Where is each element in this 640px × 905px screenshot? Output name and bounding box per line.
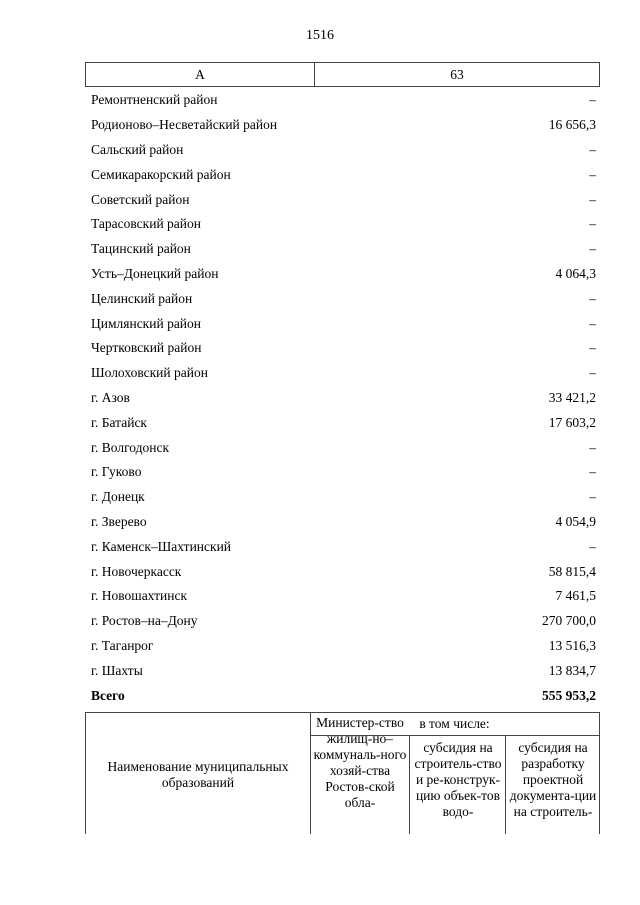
amount-value: 16 656,3 bbox=[548, 117, 596, 133]
amount-value: 4 064,3 bbox=[555, 265, 597, 281]
municipality-name: Сальский район bbox=[91, 141, 184, 157]
amount-value: 13 834,7 bbox=[548, 662, 596, 678]
table-row: г. Ростов–на–Дону 270 700,0 bbox=[91, 609, 596, 634]
table-row: Целинский район – bbox=[91, 286, 596, 311]
table-row: Сальский район – bbox=[91, 138, 596, 163]
municipality-name: Всего bbox=[91, 687, 125, 703]
municipality-name: г. Зверево bbox=[91, 513, 147, 529]
municipality-name: Ремонтненский район bbox=[91, 92, 218, 108]
amount-value: 58 815,4 bbox=[548, 563, 596, 579]
header-col-a: А bbox=[86, 63, 315, 86]
table-row: г. Зверево 4 054,9 bbox=[91, 510, 596, 535]
amount-value: – bbox=[589, 241, 596, 257]
col-subsidy-design: субсидия на разработку проектной докумен… bbox=[509, 740, 597, 819]
amount-value: – bbox=[589, 191, 596, 207]
col-ministry: Министер-ство жилищ-но–коммуналь-ного хо… bbox=[313, 715, 407, 810]
table-header: А 63 bbox=[85, 62, 600, 87]
total-row: Всего 555 953,2 bbox=[91, 683, 596, 708]
table-row: Тарасовский район – bbox=[91, 212, 596, 237]
amount-value: 7 461,5 bbox=[555, 588, 597, 604]
amount-value: – bbox=[589, 340, 596, 356]
table2-header: Наименование муниципальных образований М… bbox=[85, 712, 600, 834]
municipality-name: Чертковский район bbox=[91, 340, 202, 356]
table-row: Ремонтненский район – bbox=[91, 88, 596, 113]
amount-value: – bbox=[589, 365, 596, 381]
table-row: Цимлянский район – bbox=[91, 311, 596, 336]
table-row: Усть–Донецкий район 4 064,3 bbox=[91, 262, 596, 287]
municipality-name: г. Батайск bbox=[91, 414, 147, 430]
table-row: г. Батайск 17 603,2 bbox=[91, 410, 596, 435]
table-row: г. Гуково – bbox=[91, 460, 596, 485]
amount-value: – bbox=[589, 141, 596, 157]
municipality-name: г. Азов bbox=[91, 389, 130, 405]
table-row: г. Таганрог 13 516,3 bbox=[91, 634, 596, 659]
municipality-name: г. Гуково bbox=[91, 464, 142, 480]
table-body: Ремонтненский район – Родионово–Несветайск… bbox=[91, 88, 596, 708]
amount-value: – bbox=[589, 464, 596, 480]
header-col-63: 63 bbox=[450, 66, 464, 82]
amount-value: – bbox=[589, 489, 596, 505]
amount-value: 33 421,2 bbox=[548, 389, 596, 405]
municipality-name: Родионово–Несветайский район bbox=[91, 117, 278, 133]
col-including: в том числе: bbox=[419, 716, 490, 731]
col-municipality-name: Наименование муниципальных образований bbox=[107, 759, 289, 790]
table-row: Чертковский район – bbox=[91, 336, 596, 361]
municipality-name: г. Новочеркасск bbox=[91, 563, 182, 579]
municipality-name: г. Ростов–на–Дону bbox=[91, 613, 198, 629]
amount-value: – bbox=[589, 315, 596, 331]
amount-value: 270 700,0 bbox=[542, 613, 596, 629]
amount-value: 13 516,3 bbox=[548, 637, 596, 653]
amount-value: – bbox=[589, 216, 596, 232]
municipality-name: Тарасовский район bbox=[91, 216, 201, 232]
table-row: г. Донецк – bbox=[91, 485, 596, 510]
page-number: 1516 bbox=[306, 28, 334, 43]
municipality-name: Тацинский район bbox=[91, 241, 191, 257]
municipality-name: Цимлянский район bbox=[91, 315, 202, 331]
amount-value: – bbox=[589, 439, 596, 455]
table-row: Семикаракорский район – bbox=[91, 162, 596, 187]
amount-value: – bbox=[589, 290, 596, 306]
municipality-name: Усть–Донецкий район bbox=[91, 265, 219, 281]
amount-value: 17 603,2 bbox=[548, 414, 596, 430]
table-row: г. Волгодонск – bbox=[91, 435, 596, 460]
municipality-name: г. Каменск–Шахтинский bbox=[91, 538, 232, 554]
municipality-name: Шолоховский район bbox=[91, 365, 208, 381]
table-row: Тацинский район – bbox=[91, 237, 596, 262]
table-row: г. Каменск–Шахтинский – bbox=[91, 534, 596, 559]
amount-value: – bbox=[589, 166, 596, 182]
municipality-name: г. Шахты bbox=[91, 662, 143, 678]
municipality-name: г. Донецк bbox=[91, 489, 145, 505]
municipality-name: Целинский район bbox=[91, 290, 193, 306]
municipality-name: г. Новошахтинск bbox=[91, 588, 187, 604]
municipality-name: г. Таганрог bbox=[91, 637, 154, 653]
table-row: Шолоховский район – bbox=[91, 361, 596, 386]
municipality-name: Советский район bbox=[91, 191, 190, 207]
table-row: г. Азов 33 421,2 bbox=[91, 386, 596, 411]
col-subsidy-construction: субсидия на строитель-ство и ре-конструк… bbox=[414, 740, 502, 819]
table-row: г. Новочеркасск 58 815,4 bbox=[91, 559, 596, 584]
amount-value: – bbox=[589, 92, 596, 108]
municipality-name: г. Волгодонск bbox=[91, 439, 170, 455]
table-row: г. Шахты 13 834,7 bbox=[91, 658, 596, 683]
amount-value: 555 953,2 bbox=[542, 687, 596, 703]
table-row: Родионово–Несветайский район 16 656,3 bbox=[91, 113, 596, 138]
amount-value: – bbox=[589, 538, 596, 554]
table-row: Советский район – bbox=[91, 187, 596, 212]
table-row: г. Новошахтинск 7 461,5 bbox=[91, 584, 596, 609]
amount-value: 4 054,9 bbox=[555, 513, 597, 529]
municipality-name: Семикаракорский район bbox=[91, 166, 231, 182]
